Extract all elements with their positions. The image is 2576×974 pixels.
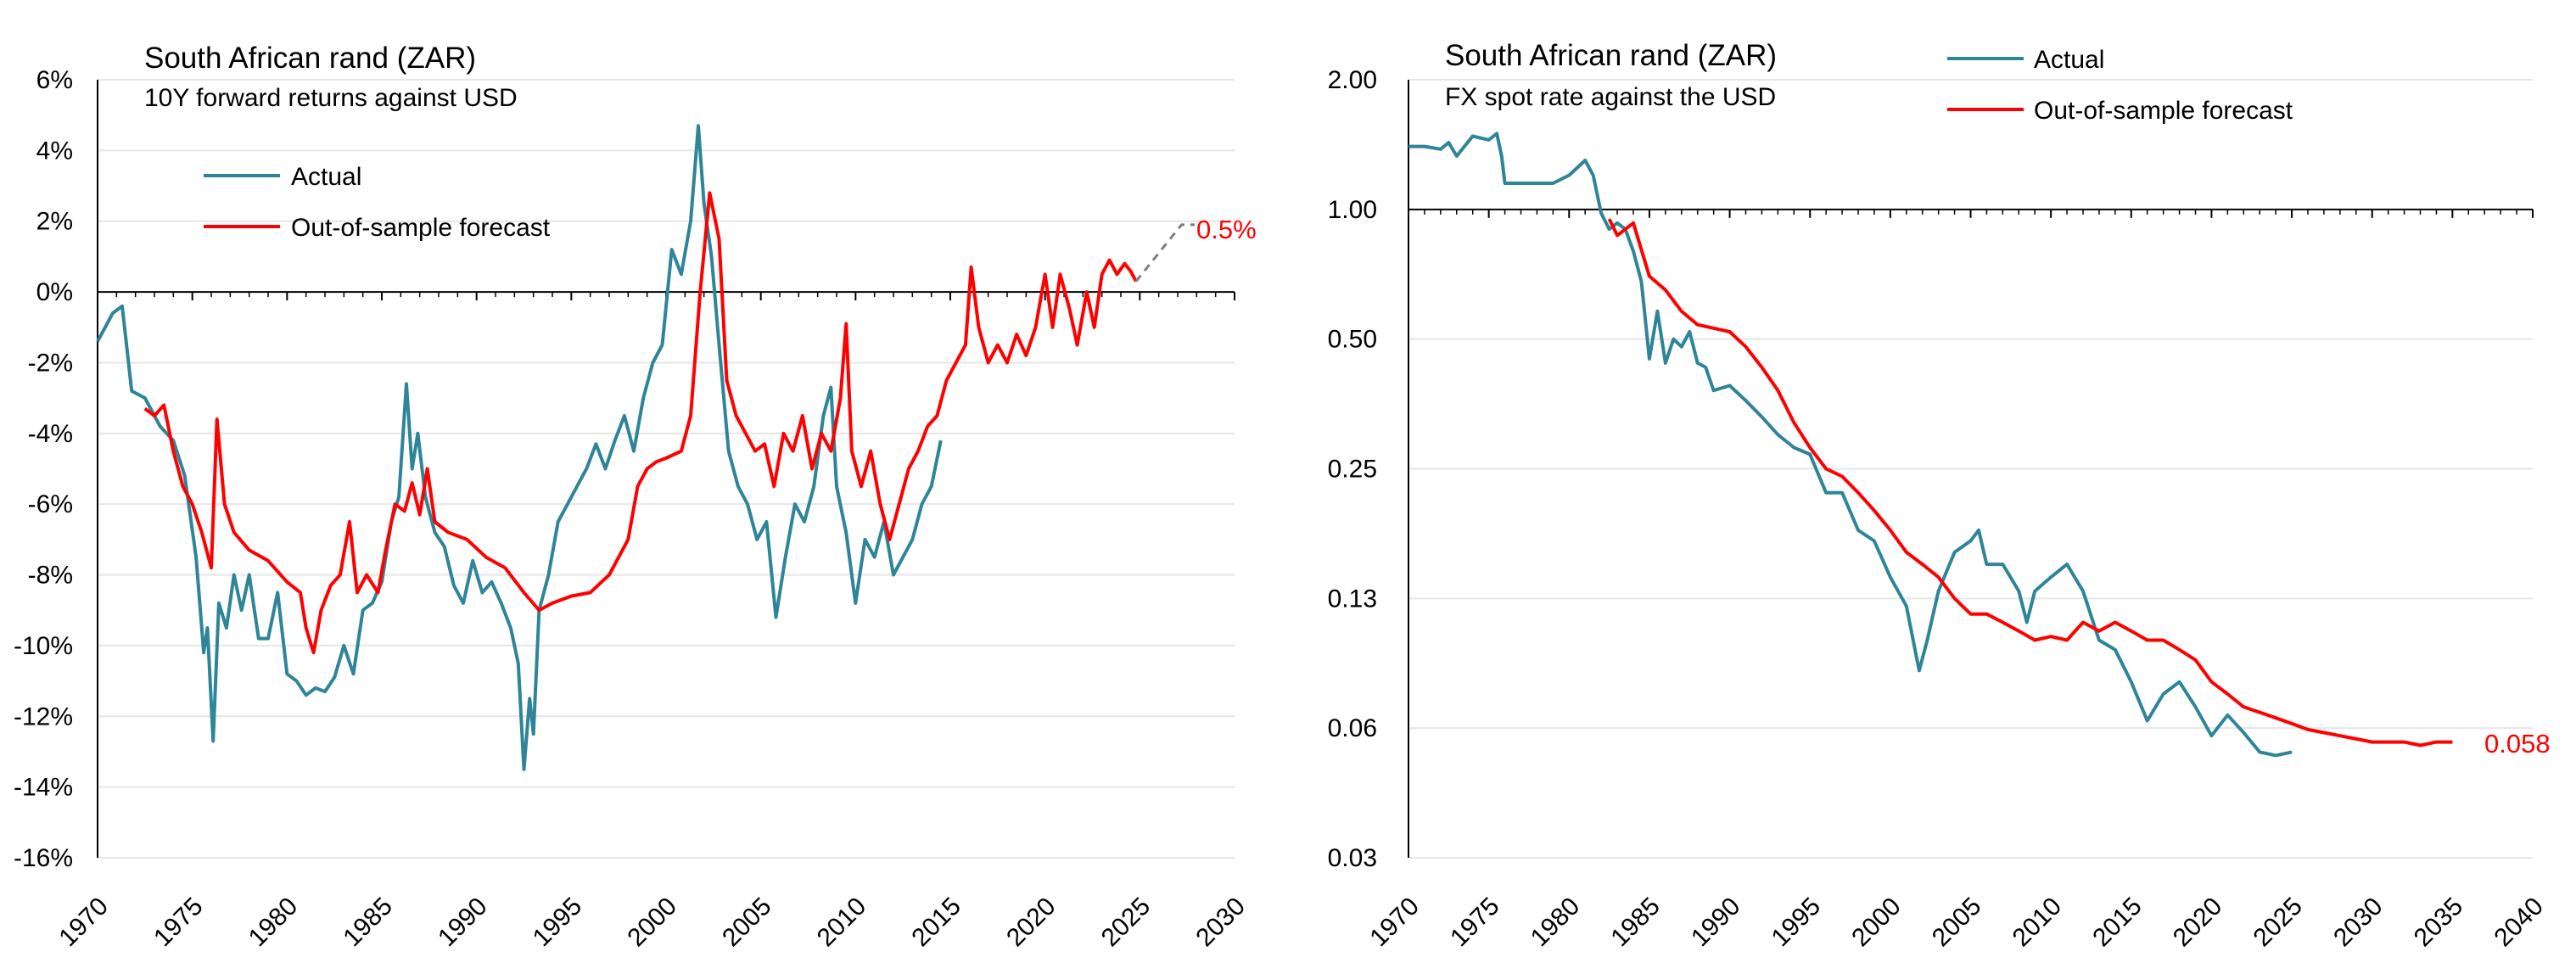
right-y-tick-label: 0.06 <box>1328 714 1377 742</box>
right-series-actual-line <box>1408 132 2293 758</box>
left-legend-forecast-label: Out-of-sample forecast <box>291 214 551 242</box>
left-chart-subtitle: 10Y forward returns against USD <box>144 84 518 112</box>
right-y-tick-label: 2.00 <box>1328 66 1377 94</box>
right-legend-actual-label: Actual <box>2034 46 2104 74</box>
left-y-tick-label: -4% <box>28 420 73 448</box>
right-y-tick-label: 0.13 <box>1328 585 1377 613</box>
right-gridlines <box>1408 79 2533 859</box>
left-y-tick-label: -12% <box>14 703 73 730</box>
right-y-tick-labels: 2.00 1.00 0.50 0.25 0.13 0.06 0.03 <box>1328 66 1377 872</box>
right-y-tick-label: 0.03 <box>1328 844 1377 872</box>
right-y-tick-label: 0.25 <box>1328 456 1377 484</box>
left-y-tick-label: 4% <box>36 137 73 165</box>
right-legend-forecast-label: Out-of-sample forecast <box>2034 97 2293 125</box>
left-y-tick-label: -14% <box>14 774 73 802</box>
right-parity-axis <box>1408 80 2534 858</box>
right-legend: Actual Out-of-sample forecast <box>1947 46 2293 125</box>
right-series <box>1408 132 2453 758</box>
right-y-tick-label: 0.50 <box>1328 326 1377 354</box>
left-series <box>96 124 1196 771</box>
right-y-tick-label: 1.00 <box>1328 196 1377 224</box>
left-y-tick-label: -10% <box>14 632 73 660</box>
left-y-tick-label: 6% <box>36 66 73 94</box>
left-y-tick-label: -8% <box>28 562 73 590</box>
left-end-label: 0.5% <box>1196 215 1257 244</box>
left-legend: Actual Out-of-sample forecast <box>204 163 551 242</box>
left-series-actual-line <box>96 124 943 771</box>
left-y-tick-label: -2% <box>28 349 73 377</box>
left-y-tick-labels: 6% 4% 2% 0% -2% -4% -6% -8% -10% -12% -14% -16% <box>14 66 73 872</box>
left-y-tick-label: 0% <box>36 278 73 306</box>
left-y-tick-label: 2% <box>36 208 73 236</box>
right-chart-subtitle: FX spot rate against the USD <box>1445 83 1776 111</box>
right-chart-title: South African rand (ZAR) <box>1445 39 1777 72</box>
left-legend-actual-label: Actual <box>291 163 361 191</box>
left-y-tick-label: -6% <box>28 490 73 518</box>
right-end-label: 0.058 <box>2484 729 2551 758</box>
left-series-forecast-line <box>143 191 1138 655</box>
left-series-projection-line <box>1134 223 1196 283</box>
right-series-forecast-line <box>1607 218 2453 747</box>
left-chart-title: South African rand (ZAR) <box>144 42 476 75</box>
left-y-tick-label: -16% <box>14 844 73 872</box>
left-gridlines <box>98 79 1235 859</box>
